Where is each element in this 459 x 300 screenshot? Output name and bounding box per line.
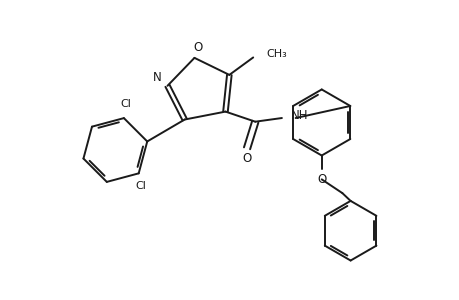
Text: O: O [242, 152, 251, 165]
Text: CH₃: CH₃ [265, 49, 286, 59]
Text: NH: NH [291, 109, 308, 122]
Text: Cl: Cl [135, 181, 146, 191]
Text: O: O [316, 173, 325, 186]
Text: N: N [153, 71, 162, 84]
Text: O: O [193, 41, 202, 54]
Text: Cl: Cl [120, 99, 131, 109]
